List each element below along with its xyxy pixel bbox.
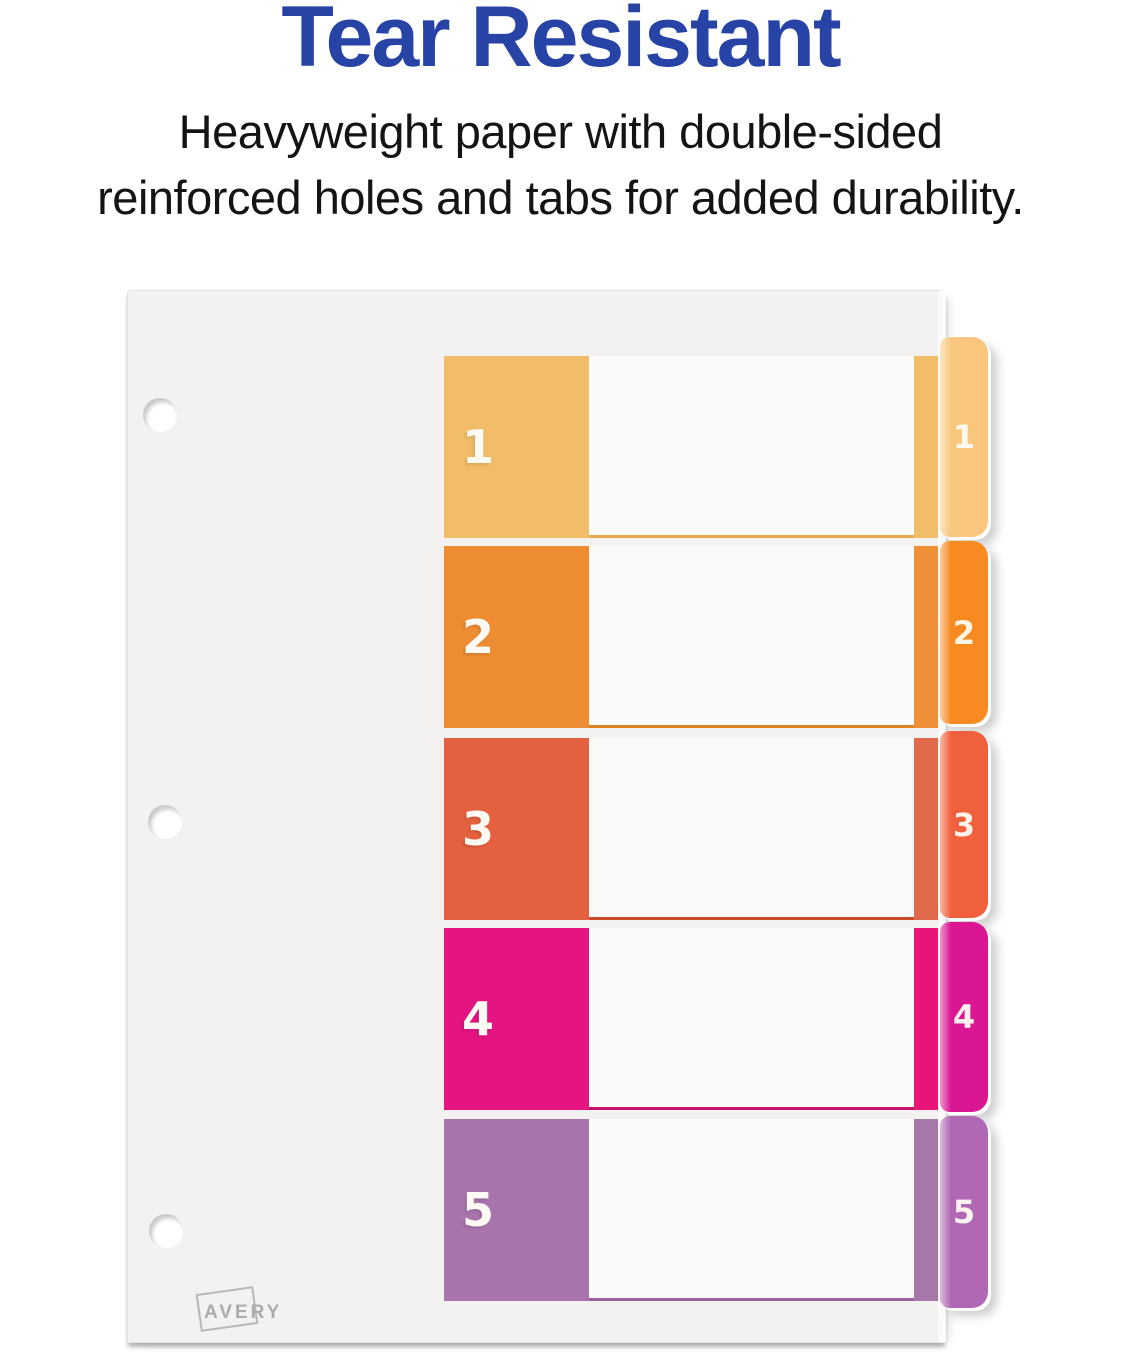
section-number: 3: [462, 802, 495, 856]
section-rule: [589, 1298, 914, 1301]
section-rule: [589, 1107, 914, 1110]
divider-sheet: 1 2 3 4: [127, 290, 946, 1343]
section-edge-strip: [914, 928, 938, 1110]
section-color-block: 1: [444, 356, 589, 538]
index-tab-1: 1: [940, 337, 988, 537]
section-row-4: 4: [128, 928, 938, 1110]
punch-hole-middle: [148, 805, 182, 839]
section-color-block: 5: [444, 1119, 589, 1301]
avery-logo-text: AVERY: [204, 1302, 283, 1323]
section-edge-strip: [914, 1119, 938, 1301]
section-row-1: 1: [128, 356, 938, 538]
index-tab-4: 4: [940, 922, 988, 1112]
punch-hole-bottom: [149, 1214, 183, 1248]
section-number: 2: [462, 610, 495, 664]
section-color-block: 4: [444, 928, 589, 1110]
subheadline-line-2: reinforced holes and tabs for added dura…: [97, 171, 1024, 224]
section-edge-strip: [914, 546, 938, 728]
index-tab-2: 2: [940, 541, 988, 724]
section-row-2: 2: [128, 546, 938, 728]
tab-number: 2: [952, 613, 976, 652]
tab-number: 5: [952, 1193, 976, 1231]
section-edge-strip: [914, 738, 938, 920]
tab-number: 1: [952, 418, 976, 456]
avery-logo: AVERY: [195, 1286, 334, 1341]
section-number: 4: [462, 992, 495, 1046]
section-color-block: 2: [444, 546, 589, 728]
section-edge-strip: [914, 356, 938, 538]
punch-hole-top: [143, 398, 177, 432]
index-tab-3: 3: [940, 731, 988, 918]
section-rule: [589, 917, 914, 920]
tab-number: 3: [952, 805, 976, 844]
section-row-5: 5: [128, 1119, 938, 1301]
headline: Tear Resistant: [281, 0, 841, 85]
subheadline: Heavyweight paper with double-sided rein…: [0, 99, 1121, 231]
section-number: 5: [462, 1183, 495, 1237]
section-rule: [589, 535, 914, 538]
tab-number: 4: [952, 998, 976, 1036]
section-number: 1: [462, 420, 495, 474]
subheadline-line-1: Heavyweight paper with double-sided: [178, 105, 943, 158]
index-tab-5: 5: [940, 1116, 988, 1308]
section-color-block: 3: [444, 738, 589, 920]
section-row-3: 3: [128, 738, 938, 920]
section-rule: [589, 725, 914, 728]
